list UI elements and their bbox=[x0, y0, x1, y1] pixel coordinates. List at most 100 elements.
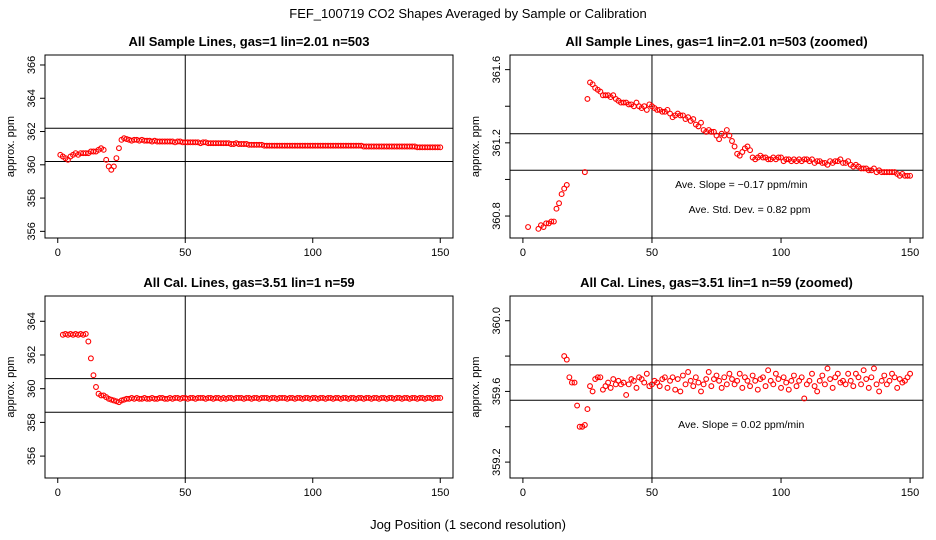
data-point bbox=[860, 367, 867, 374]
data-point bbox=[525, 224, 532, 230]
data-point bbox=[437, 144, 444, 151]
data-point bbox=[876, 388, 883, 395]
x-tick-label: 50 bbox=[646, 247, 658, 259]
data-point bbox=[726, 132, 733, 139]
data-point bbox=[672, 386, 679, 393]
data-point bbox=[868, 374, 875, 381]
y-tick-label: 358 bbox=[26, 189, 38, 207]
data-point bbox=[770, 381, 777, 388]
y-tick-label: 360 bbox=[26, 380, 38, 398]
data-point bbox=[793, 383, 800, 390]
data-point bbox=[780, 374, 787, 381]
data-point bbox=[863, 376, 870, 382]
x-tick-label: 100 bbox=[304, 247, 322, 259]
data-point bbox=[731, 143, 738, 150]
x-tick-label: 0 bbox=[520, 487, 526, 499]
data-point bbox=[907, 370, 914, 377]
data-point bbox=[850, 383, 857, 390]
x-tick-label: 0 bbox=[55, 487, 61, 499]
data-point bbox=[814, 158, 821, 165]
data-point bbox=[878, 377, 885, 384]
data-point bbox=[594, 374, 601, 381]
data-point bbox=[82, 150, 89, 157]
data-point bbox=[855, 374, 862, 381]
y-tick-label: 360.0 bbox=[491, 307, 503, 335]
data-point bbox=[434, 144, 441, 151]
data-point bbox=[840, 160, 846, 166]
data-point bbox=[103, 156, 110, 163]
data-point bbox=[723, 381, 730, 388]
data-point bbox=[576, 423, 583, 430]
data-point bbox=[587, 383, 593, 390]
data-point bbox=[783, 156, 790, 163]
data-series bbox=[57, 135, 444, 173]
data-point bbox=[656, 383, 663, 390]
data-point bbox=[698, 388, 704, 395]
data-point bbox=[543, 220, 550, 227]
data-point bbox=[760, 154, 766, 161]
data-point bbox=[659, 108, 666, 115]
y-tick-label: 362 bbox=[26, 122, 38, 140]
y-tick-label: 364 bbox=[26, 89, 38, 107]
y-tick-label: 361.6 bbox=[491, 56, 503, 84]
x-tick-label: 50 bbox=[179, 247, 191, 259]
data-point bbox=[123, 136, 130, 142]
data-point bbox=[871, 365, 877, 372]
data-point bbox=[641, 379, 648, 386]
data-point bbox=[705, 369, 712, 375]
data-point bbox=[708, 128, 715, 135]
data-point bbox=[677, 388, 684, 395]
y-tick-label: 366 bbox=[26, 56, 38, 74]
data-point bbox=[749, 372, 756, 379]
data-point bbox=[115, 145, 122, 152]
data-point bbox=[620, 379, 627, 386]
data-point bbox=[108, 396, 115, 403]
data-point bbox=[553, 205, 560, 212]
data-point bbox=[747, 383, 754, 390]
data-point bbox=[801, 395, 808, 402]
data-point bbox=[548, 218, 555, 225]
data-point bbox=[716, 136, 723, 143]
data-point bbox=[90, 148, 97, 155]
y-tick-label: 360.8 bbox=[491, 202, 503, 230]
plot-frame bbox=[509, 54, 924, 239]
data-point bbox=[597, 374, 604, 381]
data-point bbox=[842, 381, 849, 388]
data-point bbox=[571, 379, 578, 386]
data-point bbox=[886, 377, 893, 384]
data-point bbox=[643, 106, 650, 113]
data-point bbox=[819, 372, 826, 379]
data-point bbox=[827, 376, 834, 382]
data-point bbox=[736, 370, 743, 377]
data-point bbox=[829, 384, 836, 391]
data-point bbox=[821, 381, 828, 388]
x-tick-label: 150 bbox=[431, 487, 449, 499]
data-point bbox=[607, 384, 614, 391]
data-point bbox=[860, 165, 867, 172]
panel-title: All Cal. Lines, gas=3.51 lin=1 n=59 bbox=[143, 275, 354, 290]
data-point bbox=[620, 99, 627, 106]
x-tick-label: 50 bbox=[179, 487, 191, 499]
y-tick-label: 359.6 bbox=[491, 378, 503, 406]
data-point bbox=[633, 384, 640, 391]
data-point bbox=[692, 374, 699, 381]
data-point bbox=[889, 169, 895, 176]
data-point bbox=[690, 116, 697, 123]
data-point bbox=[765, 156, 772, 163]
data-point bbox=[113, 155, 120, 162]
data-point bbox=[865, 167, 872, 174]
chart-panel-p2: All Sample Lines, gas=1 lin=2.01 n=503 (… bbox=[470, 34, 924, 259]
slope-annotation: Ave. Std. Dev. = 0.82 ppm bbox=[689, 204, 811, 216]
x-tick-label: 0 bbox=[55, 247, 61, 259]
data-point bbox=[85, 338, 92, 345]
data-point bbox=[718, 384, 725, 391]
data-point bbox=[907, 172, 914, 179]
data-point bbox=[118, 397, 125, 404]
data-point bbox=[703, 376, 710, 382]
data-point bbox=[574, 402, 581, 409]
y-tick-label: 361.2 bbox=[491, 129, 503, 157]
data-point bbox=[845, 370, 852, 377]
y-tick-label: 356 bbox=[26, 222, 38, 240]
